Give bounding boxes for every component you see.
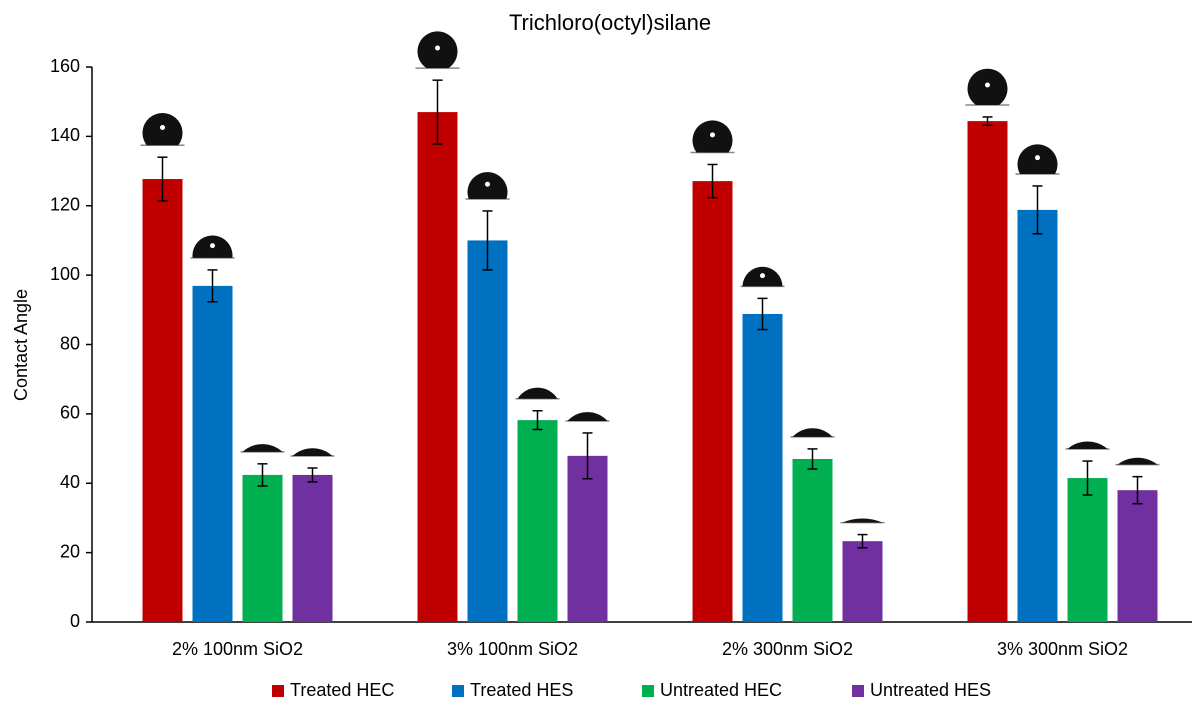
droplet-highlight (485, 182, 490, 187)
droplet (1068, 441, 1108, 449)
bar (143, 179, 183, 622)
droplet-highlight (435, 45, 440, 50)
bar (1118, 490, 1158, 622)
droplet (843, 518, 883, 522)
y-tick-label: 60 (60, 403, 80, 423)
droplet (793, 428, 833, 437)
legend-label: Untreated HEC (660, 680, 782, 700)
droplet (568, 412, 608, 421)
y-tick-label: 0 (70, 611, 80, 631)
legend-swatch (642, 685, 654, 697)
bar (968, 121, 1008, 622)
bar (793, 459, 833, 622)
chart-title: Trichloro(octyl)silane (509, 10, 711, 35)
legend-label: Untreated HES (870, 680, 991, 700)
y-axis-label: Contact Angle (11, 289, 31, 401)
bar (243, 475, 283, 622)
bar (743, 314, 783, 622)
y-tick-label: 100 (50, 264, 80, 284)
bar (293, 475, 333, 622)
legend-label: Treated HES (470, 680, 573, 700)
bar (1018, 210, 1058, 622)
bar (518, 420, 558, 622)
droplet-highlight (985, 83, 990, 88)
y-tick-label: 120 (50, 195, 80, 215)
droplet-highlight (1035, 155, 1040, 160)
droplet-highlight (760, 273, 765, 278)
droplet-highlight (160, 125, 165, 130)
droplet-highlight (710, 132, 715, 137)
y-tick-label: 160 (50, 56, 80, 76)
chart: Trichloro(octyl)silane Contact Angle 0 20… (0, 0, 1202, 706)
x-tick-label: 2% 300nm SiO2 (722, 639, 853, 659)
bar (193, 286, 233, 622)
droplet (243, 444, 283, 452)
legend-swatch (272, 685, 284, 697)
droplet (518, 388, 558, 399)
y-tick-label: 20 (60, 541, 80, 561)
legend-label: Treated HEC (290, 680, 394, 700)
y-tick-label: 40 (60, 472, 80, 492)
y-tick-label: 140 (50, 125, 80, 145)
bar (1068, 478, 1108, 622)
bar (568, 456, 608, 622)
droplet-highlight (210, 243, 215, 248)
bar (693, 181, 733, 622)
droplet (1118, 458, 1158, 465)
bar (418, 112, 458, 622)
x-tick-label: 3% 100nm SiO2 (447, 639, 578, 659)
bar (468, 240, 508, 622)
x-tick-label: 2% 100nm SiO2 (172, 639, 303, 659)
bar (843, 541, 883, 622)
legend-swatch (452, 685, 464, 697)
x-tick-label: 3% 300nm SiO2 (997, 639, 1128, 659)
droplet (293, 448, 333, 456)
legend-swatch (852, 685, 864, 697)
y-tick-label: 80 (60, 333, 80, 353)
